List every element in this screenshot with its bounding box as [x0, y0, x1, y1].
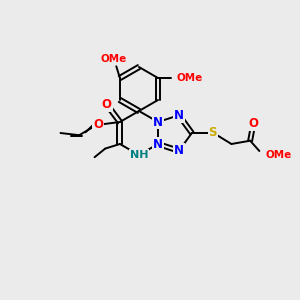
- Text: N: N: [153, 116, 163, 128]
- Text: S: S: [208, 127, 217, 140]
- Text: N: N: [174, 144, 184, 157]
- Text: OMe: OMe: [177, 73, 203, 83]
- Text: N: N: [174, 109, 184, 122]
- Text: NH: NH: [130, 150, 148, 160]
- Text: O: O: [248, 117, 259, 130]
- Text: O: O: [93, 118, 103, 131]
- Text: OMe: OMe: [100, 54, 126, 64]
- Text: OMe: OMe: [266, 150, 292, 160]
- Text: O: O: [102, 98, 112, 111]
- Text: N: N: [153, 137, 163, 151]
